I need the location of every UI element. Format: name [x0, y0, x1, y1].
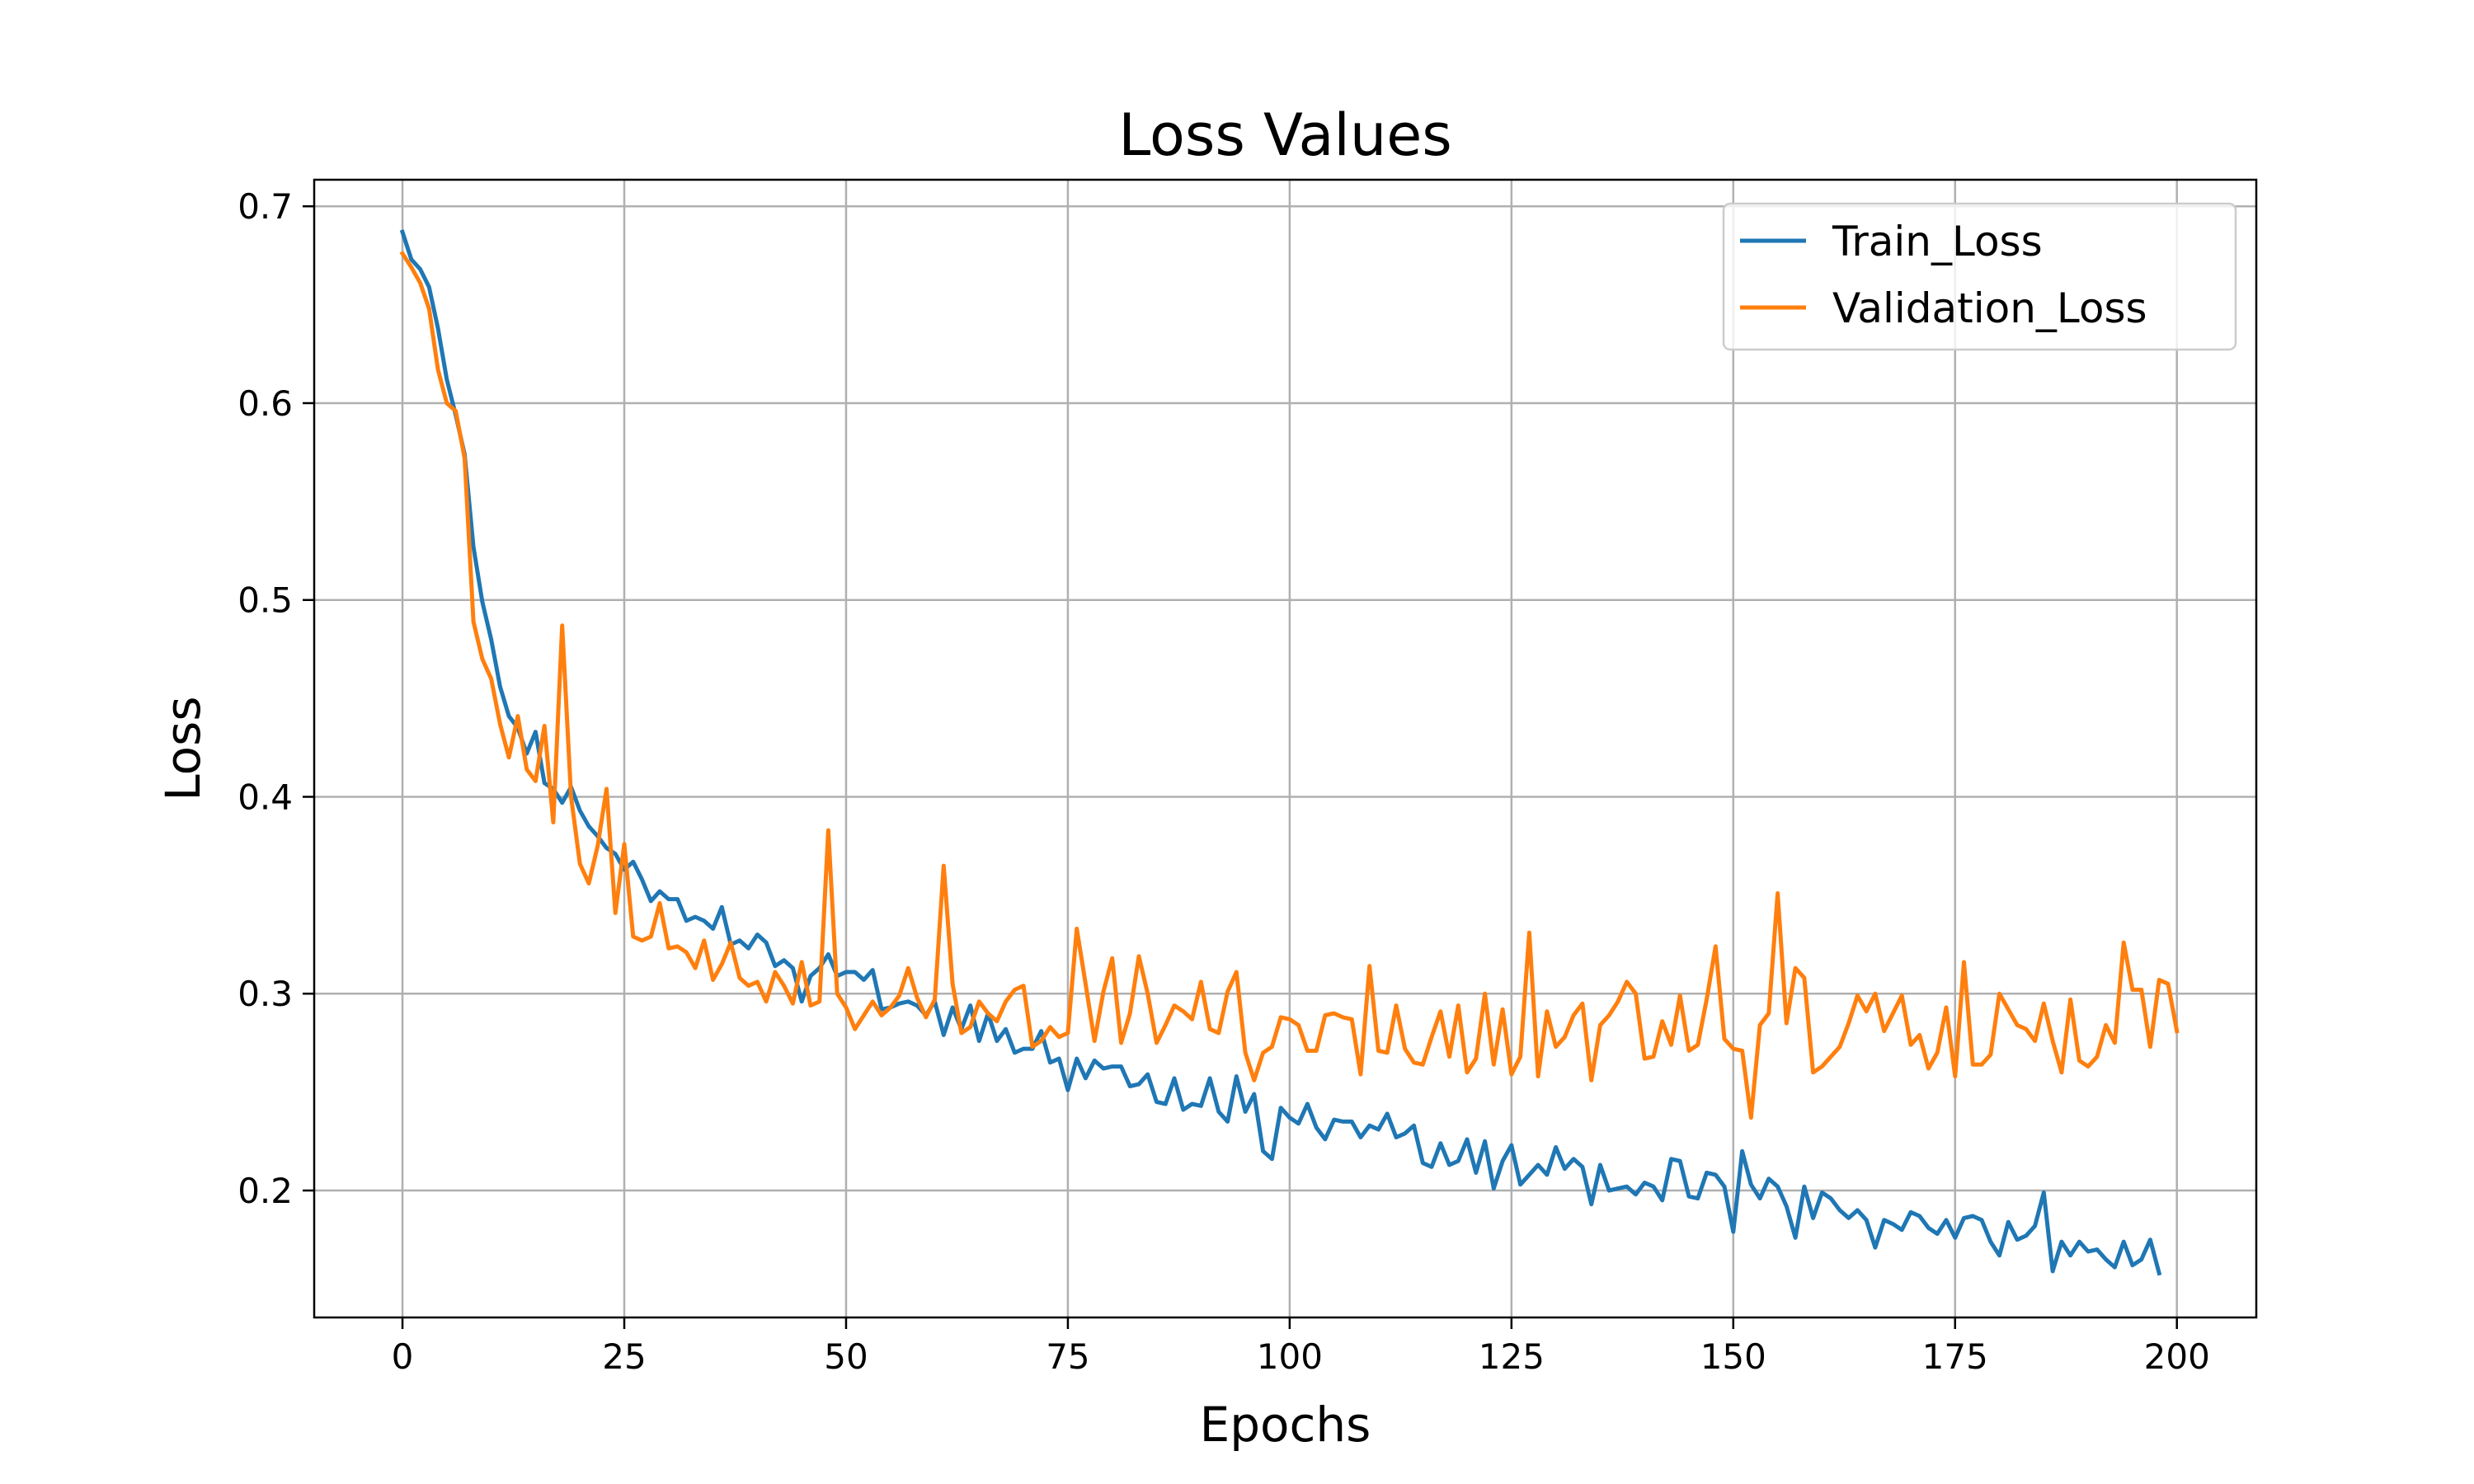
- series-line-validation-loss: [399, 251, 2180, 1120]
- y-tick-label: 0.2: [238, 1171, 293, 1211]
- y-tick-label: 0.5: [238, 580, 293, 621]
- x-tick-label: 100: [1257, 1336, 1323, 1377]
- x-tick-label: 125: [1479, 1336, 1545, 1377]
- chart-title: Loss Values: [1118, 101, 1451, 169]
- x-tick-label: 150: [1700, 1336, 1766, 1377]
- legend-label: Validation_Loss: [1832, 284, 2147, 332]
- x-tick-label: 0: [392, 1336, 414, 1377]
- x-tick-label: 25: [602, 1336, 646, 1377]
- plot-frame: [313, 178, 2258, 1319]
- series-lines: [399, 229, 2180, 1276]
- x-axis-title: Epochs: [1200, 1397, 1371, 1453]
- y-tick-label: 0.4: [238, 777, 293, 817]
- y-tick-label: 0.7: [238, 186, 293, 227]
- legend-box: [1722, 202, 2237, 351]
- y-tick-label: 0.3: [238, 974, 293, 1014]
- legend-label: Train_Loss: [1832, 218, 2043, 265]
- grid: [314, 180, 2256, 1317]
- x-tick-label: 175: [1922, 1336, 1988, 1377]
- x-tick-label: 200: [2144, 1336, 2210, 1377]
- series-line-train-loss: [399, 229, 2162, 1276]
- x-tick-label: 50: [824, 1336, 868, 1377]
- legend: Train_Loss Validation_Loss: [1722, 202, 2237, 351]
- axis-ticks: 0 25 50 75 100 125 150 175 200 0.2 0.3 0.4 0.5 0.6 0.7: [238, 186, 2210, 1377]
- x-tick-label: 75: [1046, 1336, 1089, 1377]
- y-tick-label: 0.6: [238, 383, 293, 424]
- y-axis-title: Loss: [155, 696, 211, 801]
